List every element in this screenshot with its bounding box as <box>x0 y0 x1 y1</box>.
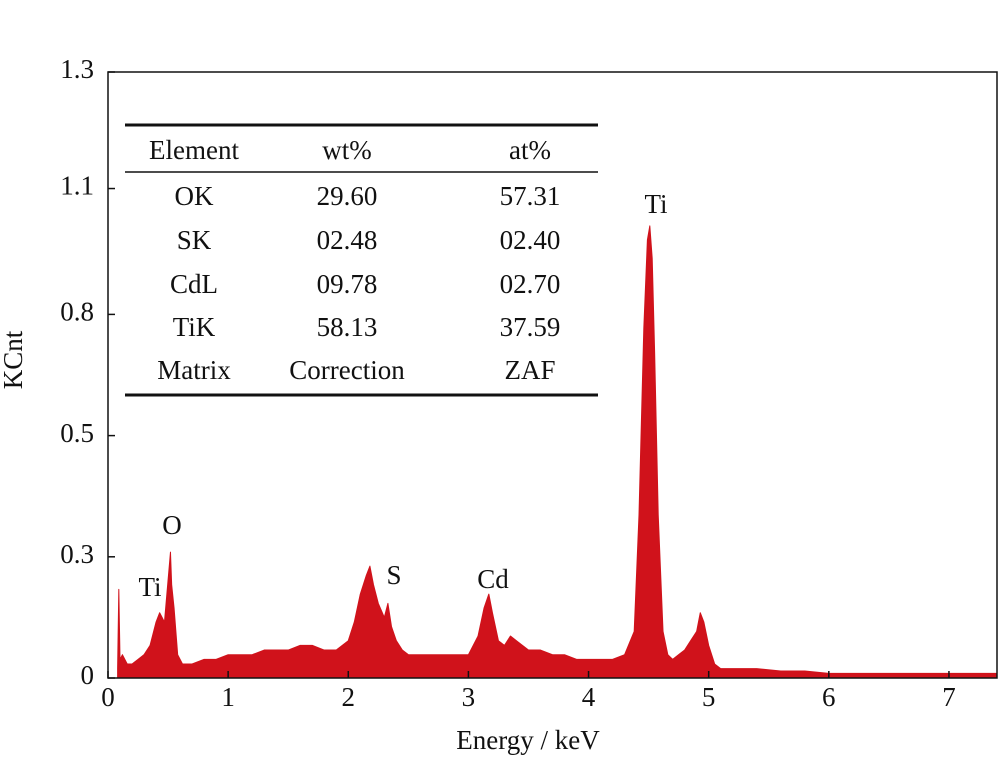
table-cell: 02.48 <box>317 225 378 255</box>
table-cell: OK <box>175 181 214 211</box>
table-cell: 09.78 <box>317 269 378 299</box>
table-cell: ZAF <box>504 355 555 385</box>
peak-label: Ti <box>138 572 161 602</box>
peak-label: Cd <box>477 564 509 594</box>
peak-label: O <box>162 510 182 540</box>
peak-label: Ti <box>644 189 667 219</box>
y-tick-label: 0 <box>81 660 95 690</box>
table-cell: Correction <box>289 355 405 385</box>
y-tick-label: 1.1 <box>60 171 94 201</box>
y-tick-label: 1.3 <box>60 54 94 84</box>
table-cell: 58.13 <box>317 312 378 342</box>
table-header: Element <box>149 135 239 165</box>
table-cell: TiK <box>173 312 216 342</box>
plot-frame <box>107 71 998 679</box>
table-header: at% <box>509 135 551 165</box>
table-cell: 02.70 <box>500 269 561 299</box>
y-axis-label: KCnt <box>0 330 28 389</box>
x-tick-label: 7 <box>942 682 956 712</box>
x-tick-label: 6 <box>822 682 836 712</box>
table-cell: 29.60 <box>317 181 378 211</box>
table-cell: 02.40 <box>500 225 561 255</box>
table-cell: Matrix <box>157 355 231 385</box>
x-axis-label: Energy / keV <box>456 725 600 755</box>
x-tick-label: 5 <box>702 682 716 712</box>
table-cell: CdL <box>170 269 218 299</box>
x-tick-label: 1 <box>221 682 235 712</box>
x-tick-label: 3 <box>462 682 476 712</box>
table-cell: SK <box>177 225 212 255</box>
table-header: wt% <box>322 135 372 165</box>
spectrum <box>117 225 998 679</box>
y-tick-label: 0.3 <box>60 539 94 569</box>
y-tick-label: 0.8 <box>60 297 94 327</box>
peak-label: S <box>386 560 401 590</box>
table-cell: 57.31 <box>500 181 561 211</box>
x-tick-label: 0 <box>101 682 115 712</box>
x-tick-label: 4 <box>582 682 596 712</box>
x-tick-label: 2 <box>342 682 356 712</box>
table-cell: 37.59 <box>500 312 561 342</box>
y-tick-label: 0.5 <box>60 418 94 448</box>
